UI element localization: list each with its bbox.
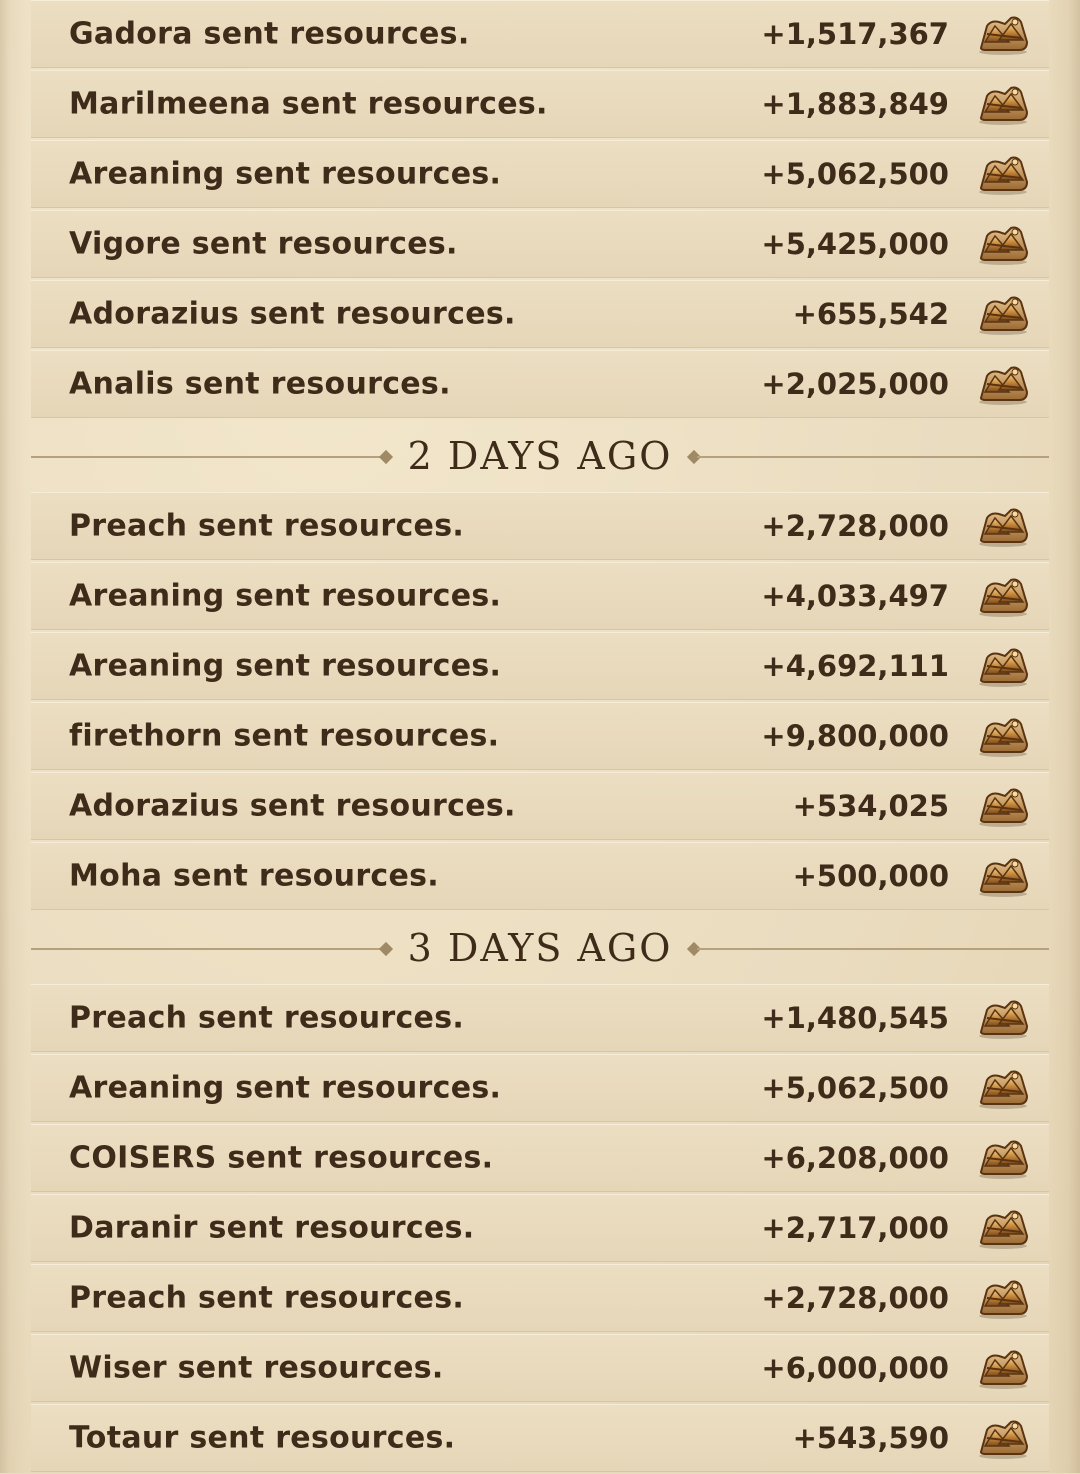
entry-text: firethorn sent resources. xyxy=(69,718,500,754)
resource-chest-icon xyxy=(978,508,1028,548)
entry-amount: +2,728,000 xyxy=(761,509,949,543)
list-item: Adorazius sent resources. +655,542 xyxy=(31,280,1049,348)
list-item: COISERS sent resources. +6,208,000 xyxy=(31,1124,1049,1192)
divider-line xyxy=(31,948,383,950)
entry-text: COISERS sent resources. xyxy=(69,1140,494,1176)
resource-chest-icon xyxy=(978,366,1028,406)
resource-chest-icon xyxy=(978,858,1028,898)
entry-text: Preach sent resources. xyxy=(69,1280,465,1316)
date-header: 2 DAYS AGO xyxy=(407,434,673,478)
resource-chest-icon xyxy=(978,226,1028,266)
resource-chest-icon xyxy=(978,1350,1028,1390)
resource-chest-icon xyxy=(978,1280,1028,1320)
entry-text: Preach sent resources. xyxy=(69,1000,465,1036)
resource-chest-icon xyxy=(978,16,1028,56)
entry-text: Vigore sent resources. xyxy=(69,226,458,262)
entry-text: Marilmeena sent resources. xyxy=(69,86,548,122)
divider-line xyxy=(31,456,383,458)
divider-line xyxy=(697,948,1049,950)
entry-text: Areaning sent resources. xyxy=(69,648,502,684)
resource-chest-icon xyxy=(978,788,1028,828)
entry-amount: +2,717,000 xyxy=(761,1211,949,1245)
entry-text: Adorazius sent resources. xyxy=(69,788,516,824)
resource-chest-icon xyxy=(978,1070,1028,1110)
list-item: Preach sent resources. +2,728,000 xyxy=(31,492,1049,560)
list-item: Daranir sent resources. +2,717,000 xyxy=(31,1194,1049,1262)
resource-chest-icon xyxy=(978,1210,1028,1250)
entry-text: Adorazius sent resources. xyxy=(69,296,516,332)
entry-amount: +6,208,000 xyxy=(761,1141,949,1175)
date-header: 3 DAYS AGO xyxy=(407,926,673,970)
entry-amount: +543,590 xyxy=(792,1421,949,1455)
list-item: firethorn sent resources. +9,800,000 xyxy=(31,702,1049,770)
entry-text: Areaning sent resources. xyxy=(69,1070,502,1106)
list-item: Moha sent resources. +500,000 xyxy=(31,842,1049,910)
entry-amount: +1,480,545 xyxy=(761,1001,949,1035)
entry-amount: +655,542 xyxy=(792,297,949,331)
resource-chest-icon xyxy=(978,156,1028,196)
entry-amount: +6,000,000 xyxy=(761,1351,949,1385)
entry-amount: +500,000 xyxy=(792,859,949,893)
resource-log-list[interactable]: Gadora sent resources. +1,517,367 Marilm… xyxy=(31,0,1049,1474)
resource-chest-icon xyxy=(978,1140,1028,1180)
list-item: Wiser sent resources. +6,000,000 xyxy=(31,1334,1049,1402)
list-item: Preach sent resources. +2,728,000 xyxy=(31,1264,1049,1332)
entry-amount: +4,692,111 xyxy=(761,649,949,683)
entry-amount: +2,025,000 xyxy=(761,367,949,401)
entry-text: Areaning sent resources. xyxy=(69,156,502,192)
entry-amount: +5,062,500 xyxy=(761,157,949,191)
entry-text: Preach sent resources. xyxy=(69,508,465,544)
entry-text: Areaning sent resources. xyxy=(69,578,502,614)
list-item: Preach sent resources. +1,480,545 xyxy=(31,984,1049,1052)
entry-amount: +534,025 xyxy=(792,789,949,823)
resource-chest-icon xyxy=(978,1420,1028,1460)
entry-text: Daranir sent resources. xyxy=(69,1210,475,1246)
entry-text: Totaur sent resources. xyxy=(69,1420,456,1456)
entry-amount: +2,728,000 xyxy=(761,1281,949,1315)
resource-chest-icon xyxy=(978,1000,1028,1040)
entry-amount: +1,517,367 xyxy=(761,17,949,51)
entry-text: Gadora sent resources. xyxy=(69,16,470,52)
list-item: Analis sent resources. +2,025,000 xyxy=(31,350,1049,418)
entry-text: Analis sent resources. xyxy=(69,366,451,402)
list-item: Vigore sent resources. +5,425,000 xyxy=(31,210,1049,278)
list-item: Marilmeena sent resources. +1,883,849 xyxy=(31,70,1049,138)
divider-line xyxy=(697,456,1049,458)
resource-chest-icon xyxy=(978,648,1028,688)
resource-chest-icon xyxy=(978,578,1028,618)
entry-amount: +4,033,497 xyxy=(761,579,949,613)
list-item: Areaning sent resources. +5,062,500 xyxy=(31,140,1049,208)
entry-amount: +9,800,000 xyxy=(761,719,949,753)
entry-text: Wiser sent resources. xyxy=(69,1350,444,1386)
date-divider: 2 DAYS AGO xyxy=(31,420,1049,492)
list-item: Adorazius sent resources. +534,025 xyxy=(31,772,1049,840)
resource-chest-icon xyxy=(978,718,1028,758)
list-item: Totaur sent resources. +543,590 xyxy=(31,1404,1049,1472)
list-item: Areaning sent resources. +4,033,497 xyxy=(31,562,1049,630)
entry-amount: +5,425,000 xyxy=(761,227,949,261)
list-item: Areaning sent resources. +5,062,500 xyxy=(31,1054,1049,1122)
list-item: Areaning sent resources. +4,692,111 xyxy=(31,632,1049,700)
entry-text: Moha sent resources. xyxy=(69,858,439,894)
list-item: Gadora sent resources. +1,517,367 xyxy=(31,0,1049,68)
date-divider: 3 DAYS AGO xyxy=(31,912,1049,984)
entry-amount: +1,883,849 xyxy=(761,87,949,121)
entry-amount: +5,062,500 xyxy=(761,1071,949,1105)
resource-chest-icon xyxy=(978,296,1028,336)
resource-chest-icon xyxy=(978,86,1028,126)
